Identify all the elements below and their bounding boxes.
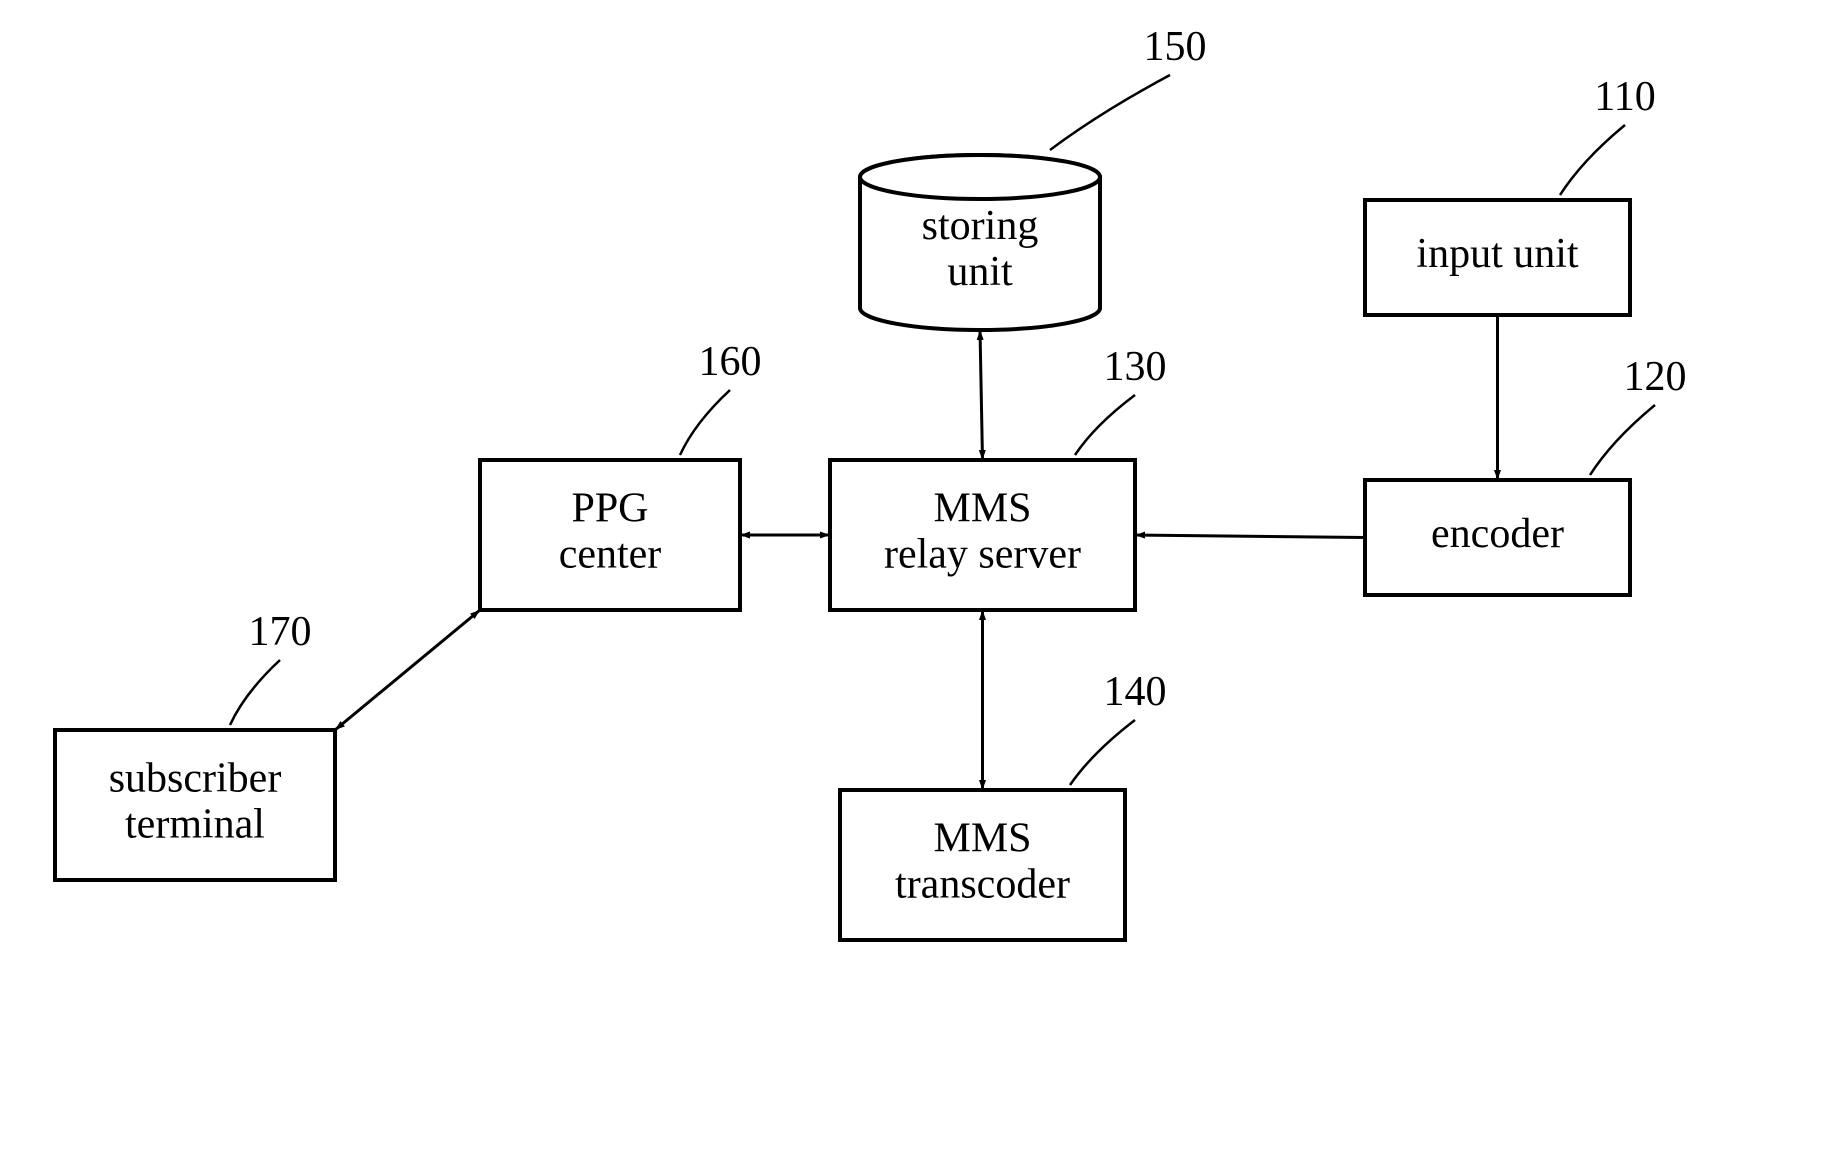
node-input_unit-label: input unit (1416, 231, 1579, 277)
node-mms_trans-label: MMS (933, 816, 1031, 862)
node-mms_trans-label: transcoder (895, 862, 1070, 908)
node-encoder: encoder 120 (1365, 354, 1687, 595)
node-mms_relay-label: MMS (933, 486, 1031, 532)
edge-encoder-mms_relay (1135, 535, 1365, 538)
node-input_unit: input unit 110 (1365, 74, 1656, 315)
ref-mms_relay: 130 (1104, 344, 1167, 390)
leader-input_unit (1560, 125, 1625, 195)
leader-storing_unit (1050, 75, 1170, 150)
ref-storing_unit: 150 (1144, 24, 1207, 70)
node-subscriber-label: subscriber (109, 756, 282, 802)
ref-subscriber: 170 (249, 609, 312, 655)
node-mms_relay-label: relay server (884, 532, 1081, 578)
node-ppg_center: PPGcenter 160 (480, 339, 762, 610)
node-storing_unit-label: unit (947, 249, 1013, 295)
ref-mms_trans: 140 (1104, 669, 1167, 715)
leader-ppg_center (680, 390, 730, 455)
edge-ppg_center-subscriber (335, 610, 480, 730)
leader-mms_trans (1070, 720, 1135, 785)
ref-ppg_center: 160 (699, 339, 762, 385)
leader-mms_relay (1075, 395, 1135, 455)
node-ppg_center-label: center (559, 532, 662, 578)
node-mms_trans: MMStranscoder 140 (840, 669, 1167, 940)
node-mms_relay: MMSrelay server 130 (830, 344, 1167, 610)
leader-encoder (1590, 405, 1655, 475)
node-storing_unit-label: storing (922, 203, 1039, 249)
ref-encoder: 120 (1624, 354, 1687, 400)
node-storing_unit: storingunit 150 (860, 24, 1207, 330)
node-ppg_center-label: PPG (571, 486, 648, 532)
node-subscriber: subscriberterminal 170 (55, 609, 335, 880)
edge-storing_unit-mms_relay (980, 330, 983, 460)
node-encoder-label: encoder (1431, 511, 1564, 557)
ref-input_unit: 110 (1594, 74, 1655, 120)
leader-subscriber (230, 660, 280, 725)
node-subscriber-label: terminal (125, 802, 265, 848)
